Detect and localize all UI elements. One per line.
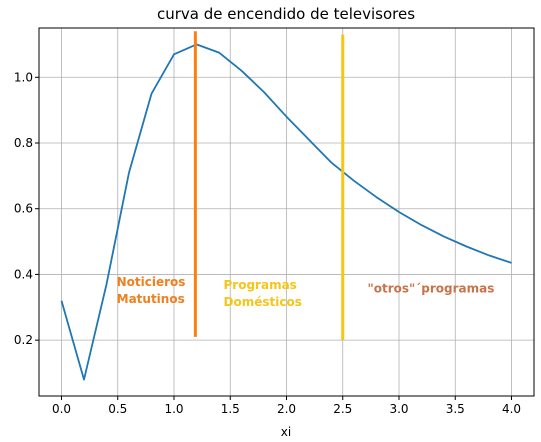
- annotation-label: Matutinos: [117, 292, 185, 306]
- y-tick-label: 0.4: [14, 267, 33, 281]
- x-tick-label: 1.5: [221, 402, 240, 416]
- plot-area: Noticieros Matutinos Programas Domésticos "o…: [60, 31, 512, 381]
- annotation-label: Programas: [224, 278, 297, 292]
- x-tick-label: 2.0: [277, 402, 296, 416]
- x-axis-label: xi: [281, 425, 291, 439]
- x-tick-label: 2.5: [333, 402, 352, 416]
- grid: [39, 28, 534, 396]
- chart-title: curva de encendido de televisores: [157, 5, 415, 23]
- x-tick-label: 0.5: [108, 402, 127, 416]
- x-tick-label: 3.0: [389, 402, 408, 416]
- annotation-label: "otros"´programas: [368, 282, 495, 296]
- y-tick-label: 0.2: [14, 333, 33, 347]
- y-tick-label: 0.8: [14, 136, 33, 150]
- annotation: Noticieros Matutinos: [117, 275, 186, 306]
- annotation: "otros"´programas: [368, 282, 495, 296]
- x-axis: 0.0 0.5 1.0 1.5 2.0 2.5 3.0 3.5 4.0: [52, 396, 521, 416]
- y-tick-label: 1.0: [14, 70, 33, 84]
- annotation-label: Domésticos: [224, 295, 302, 309]
- x-tick-label: 4.0: [502, 402, 521, 416]
- annotation-label: Noticieros: [117, 275, 186, 289]
- annotation: Programas Domésticos: [224, 278, 302, 309]
- y-tick-label: 0.6: [14, 202, 33, 216]
- x-tick-label: 3.5: [446, 402, 465, 416]
- x-tick-label: 1.0: [164, 402, 183, 416]
- y-axis: 0.2 0.4 0.6 0.8 1.0: [14, 70, 39, 347]
- x-tick-label: 0.0: [52, 402, 71, 416]
- series-line: [60, 43, 512, 381]
